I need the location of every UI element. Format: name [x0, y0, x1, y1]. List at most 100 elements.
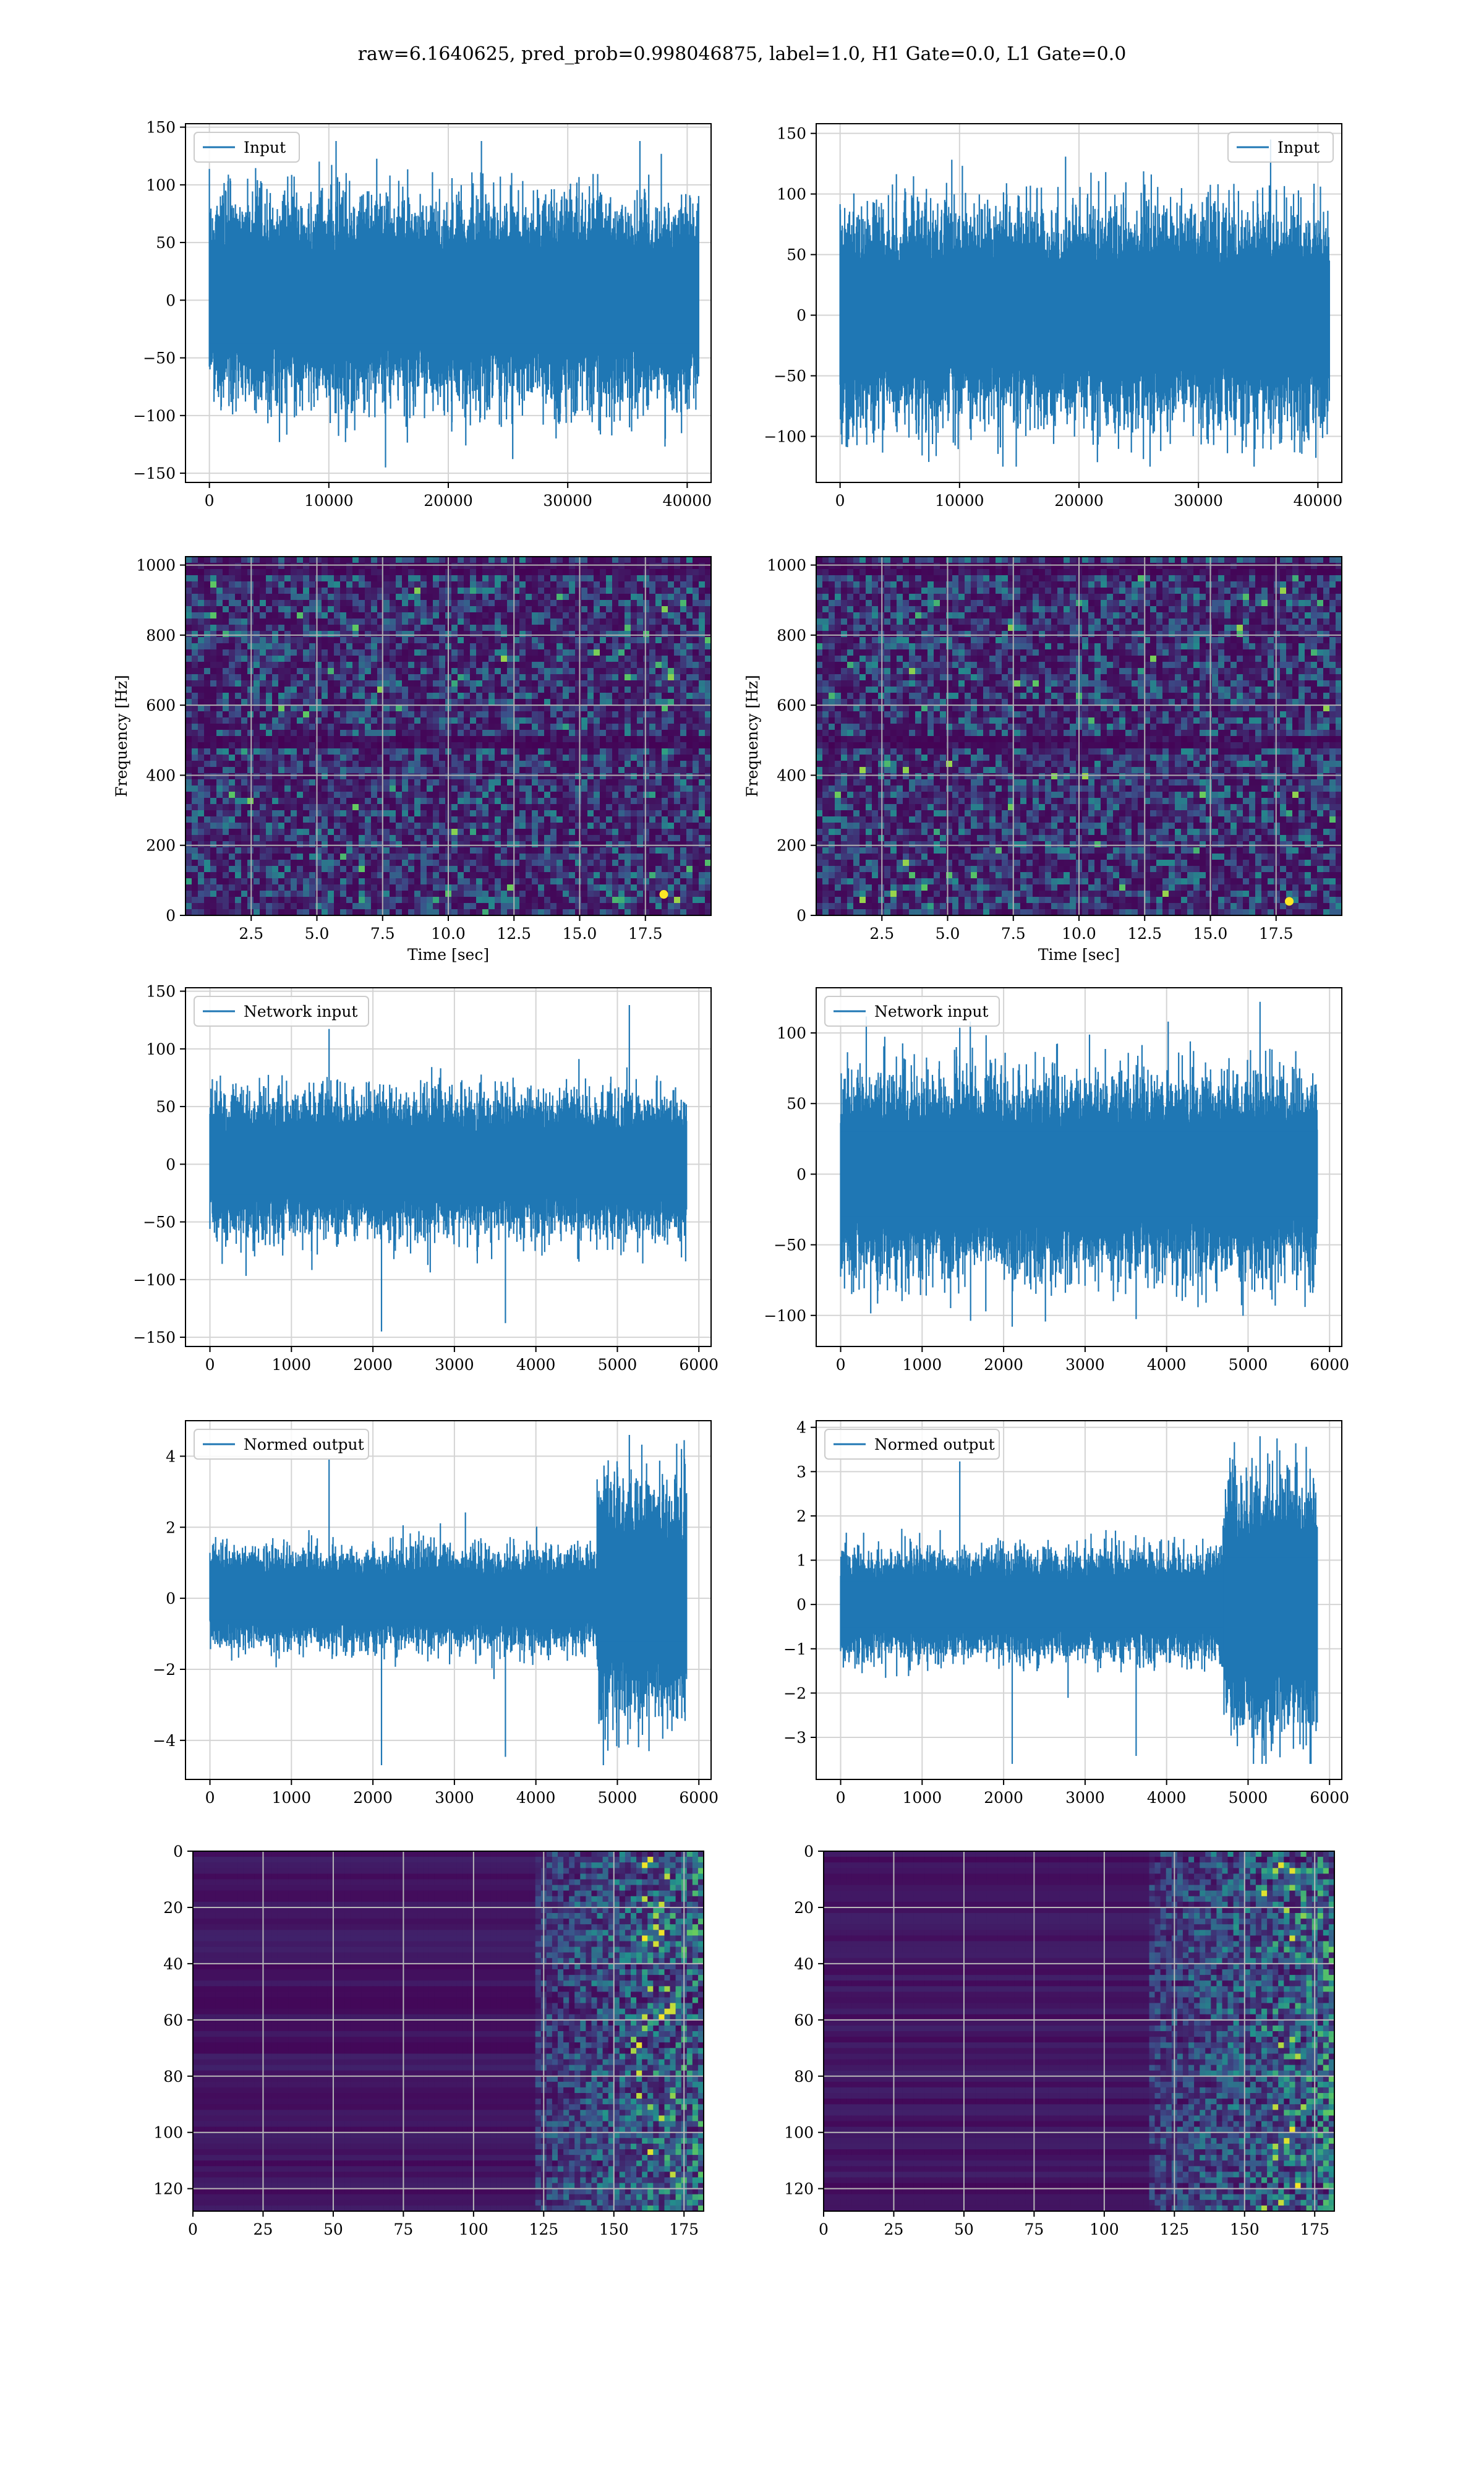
- heatmap-cell: [284, 730, 291, 737]
- heatmap-cell: [526, 816, 532, 823]
- heatmap-cell: [643, 884, 650, 891]
- heatmap-cell: [272, 612, 279, 619]
- heatmap-cell: [309, 656, 316, 662]
- heatmap-cell: [649, 755, 656, 761]
- heatmap-cell: [680, 687, 687, 693]
- heatmap-cell: [587, 730, 594, 737]
- heatmap-cell: [662, 625, 668, 631]
- heatmap-cell: [433, 600, 440, 607]
- heatmap-cell: [427, 563, 433, 570]
- heatmap-cell: [278, 872, 285, 879]
- heatmap-cell: [532, 779, 539, 786]
- heatmap-cell: [204, 631, 211, 638]
- heatmap-cell: [241, 563, 248, 570]
- heatmap-cell: [420, 649, 427, 656]
- heatmap-cell: [470, 742, 477, 749]
- heatmap-cell: [637, 761, 644, 768]
- heatmap-cell: [674, 581, 681, 588]
- heatmap-cell: [241, 767, 248, 774]
- heatmap-cell: [674, 730, 681, 737]
- heatmap-cell: [420, 643, 427, 650]
- heatmap-cell: [693, 736, 699, 743]
- heatmap-cell: [655, 761, 662, 768]
- heatmap-cell: [427, 631, 433, 638]
- heatmap-cell: [668, 841, 675, 848]
- heatmap-cell: [334, 699, 341, 706]
- heatmap-cell: [526, 748, 532, 755]
- heatmap-cell: [254, 835, 260, 842]
- heatmap-cell: [420, 662, 427, 669]
- heatmap-cell: [260, 823, 267, 829]
- heatmap-cell: [693, 761, 699, 768]
- heatmap-cell: [482, 854, 489, 860]
- heatmap-cell: [618, 612, 625, 619]
- heatmap-cell: [229, 662, 236, 669]
- heatmap-cell: [254, 693, 260, 700]
- heatmap-cell: [513, 687, 520, 693]
- heatmap-cell: [390, 866, 396, 873]
- heatmap-cell: [241, 625, 248, 631]
- heatmap-cell: [260, 742, 267, 749]
- heatmap-cell: [680, 680, 687, 687]
- heatmap-cell: [631, 612, 638, 619]
- heatmap-cell: [383, 575, 390, 582]
- heatmap-cell: [420, 736, 427, 743]
- heatmap-cell: [396, 829, 403, 836]
- heatmap-cell: [284, 841, 291, 848]
- heatmap-cell: [655, 798, 662, 805]
- heatmap-cell: [198, 581, 205, 588]
- heatmap-cell: [340, 557, 347, 563]
- heatmap-cell: [371, 866, 378, 873]
- heatmap-cell: [433, 804, 440, 811]
- heatmap-cell: [464, 854, 471, 860]
- heatmap-cell: [532, 804, 539, 811]
- heatmap-cell: [662, 823, 668, 829]
- heatmap-cell: [427, 767, 433, 774]
- heatmap-cell: [186, 693, 192, 700]
- heatmap-cell: [291, 804, 297, 811]
- heatmap-cell: [309, 816, 316, 823]
- heatmap-cell: [198, 866, 205, 873]
- heatmap-cell: [631, 891, 638, 897]
- heatmap-cell: [365, 841, 372, 848]
- heatmap-cell: [340, 767, 347, 774]
- heatmap-cell: [458, 785, 464, 792]
- heatmap-cell: [229, 680, 236, 687]
- heatmap-cell: [383, 779, 390, 786]
- heatmap-cell: [495, 823, 501, 829]
- heatmap-cell: [198, 779, 205, 786]
- heatmap-cell: [674, 674, 681, 681]
- heatmap-cell: [322, 557, 328, 563]
- heatmap-cell: [334, 557, 341, 563]
- heatmap-cell: [637, 699, 644, 706]
- heatmap-cell: [260, 693, 267, 700]
- heatmap-cell: [365, 897, 372, 904]
- heatmap-cell: [618, 755, 625, 761]
- heatmap-cell: [216, 816, 223, 823]
- heatmap-cell: [229, 649, 236, 656]
- heatmap-cell: [223, 804, 229, 811]
- heatmap-cell: [340, 897, 347, 904]
- heatmap-cell: [390, 687, 396, 693]
- heatmap-cell: [396, 693, 403, 700]
- heatmap-cell: [334, 668, 341, 675]
- heatmap-cell: [464, 785, 471, 792]
- heatmap-cell: [600, 569, 607, 576]
- heatmap-cell: [439, 687, 446, 693]
- heatmap-cell: [204, 761, 211, 768]
- heatmap-cell: [284, 829, 291, 836]
- heatmap-cell: [655, 755, 662, 761]
- heatmap-cell: [618, 742, 625, 749]
- heatmap-cell: [272, 736, 279, 743]
- heatmap-cell: [241, 891, 248, 897]
- heatmap-cell: [266, 736, 273, 743]
- heatmap-cell: [476, 773, 483, 780]
- heatmap-cell: [631, 557, 638, 563]
- heatmap-cell: [303, 618, 310, 625]
- heatmap-cell: [192, 612, 198, 619]
- heatmap-cell: [674, 823, 681, 829]
- heatmap-cell: [198, 798, 205, 805]
- heatmap-cell: [241, 903, 248, 910]
- x-tick-label: 0: [205, 492, 215, 510]
- heatmap-cell: [359, 588, 365, 594]
